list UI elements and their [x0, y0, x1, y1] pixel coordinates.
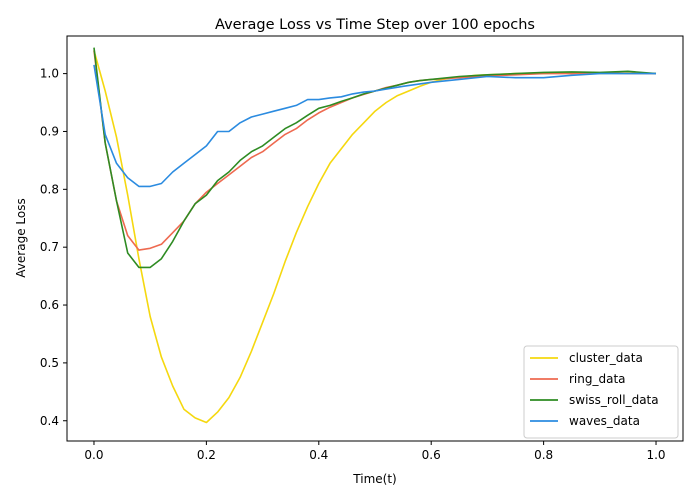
x-tick-label: 0.0	[84, 448, 103, 462]
series-line-waves-data	[93, 64, 656, 188]
y-tick-label: 0.7	[40, 240, 59, 254]
legend-box	[523, 345, 679, 439]
y-tick-label: 0.9	[40, 124, 59, 138]
chart-title: Average Loss vs Time Step over 100 epoch…	[215, 17, 535, 33]
plot-frame	[66, 35, 684, 442]
legend-label: ring_data	[569, 372, 626, 386]
y-tick-label: 1.0	[40, 67, 59, 81]
x-tick-label: 0.4	[309, 448, 328, 462]
legend-label: swiss_roll_data	[569, 393, 659, 407]
series-line-ring-data	[93, 50, 656, 251]
y-tick-label: 0.4	[40, 414, 59, 428]
y-axis-title: Average Loss	[14, 198, 28, 277]
legend: cluster_data ring_data swiss_roll_datawave…	[523, 345, 679, 439]
x-tick-label: 0.2	[197, 448, 216, 462]
series-lines	[93, 47, 657, 424]
y-tick-label: 0.6	[40, 298, 59, 312]
legend-label: cluster_data	[569, 351, 643, 365]
x-axis-title: Time(t)	[352, 472, 396, 486]
series-line-swiss-roll-data	[93, 47, 657, 269]
x-tick-label: 1.0	[646, 448, 665, 462]
y-tick-label: 0.5	[40, 356, 59, 370]
legend-label: waves_data	[569, 414, 640, 428]
plot-axes: 0.0 0.2 0.4 0.6 0.8 1.0 0.4 0.5 0.6 0.7 0.8 0.9 1.0	[40, 67, 666, 462]
y-tick-label: 0.8	[40, 182, 59, 196]
x-tick-label: 0.8	[534, 448, 553, 462]
x-tick-label: 0.6	[422, 448, 441, 462]
